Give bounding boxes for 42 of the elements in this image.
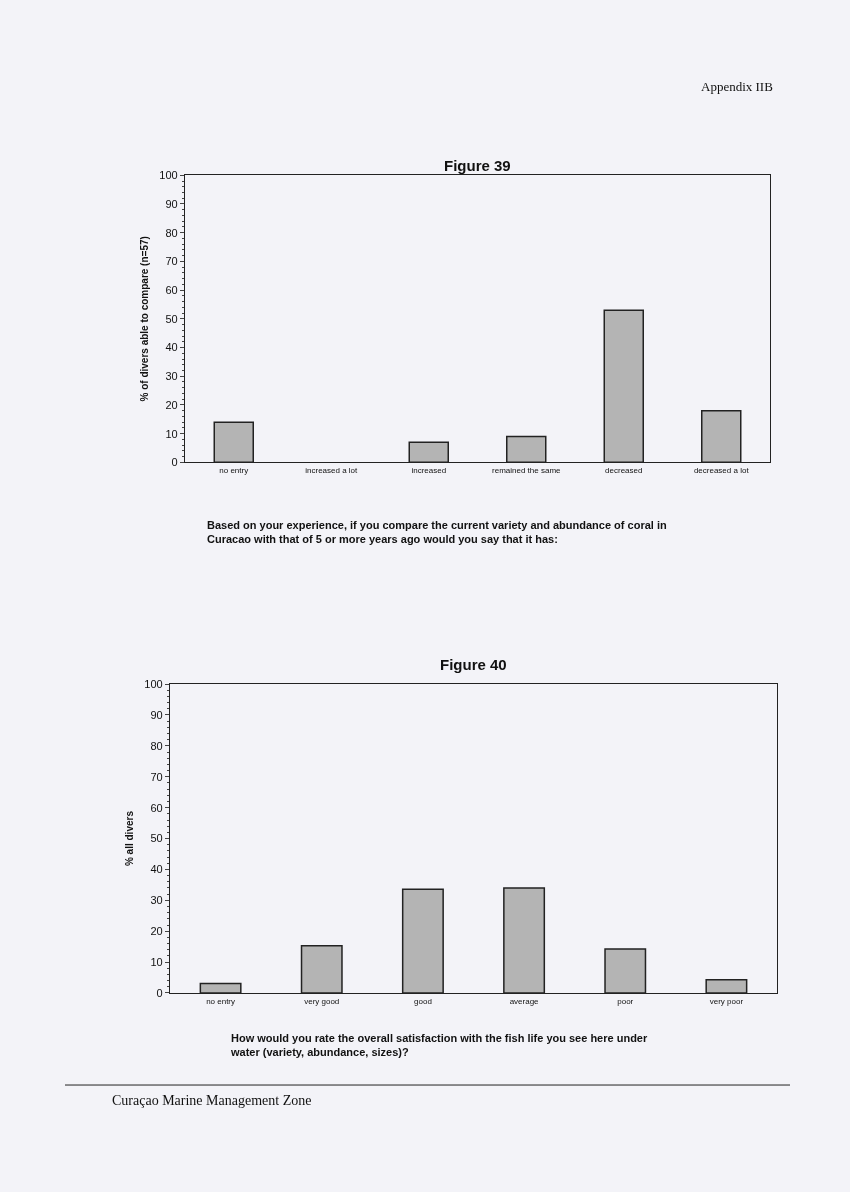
x-tick-label: increased a lot	[305, 466, 359, 476]
text: How would you rate the overall satisfaction with the fish life you see here under water (variety, abundance, sizes)?	[230, 1032, 648, 1059]
y-tick-label: 10	[165, 427, 178, 440]
x-tick-label: decreased a lot	[693, 466, 750, 476]
x-tick-label: no entry	[219, 466, 249, 476]
y-tick-label: 30	[165, 370, 178, 383]
y-tick-label: 70	[165, 255, 178, 268]
x-tick-label: increased	[411, 466, 447, 476]
chart-title: Figure 39	[444, 157, 511, 174]
y-tick-label: 60	[150, 801, 163, 814]
x-tick-label: good	[414, 996, 432, 1006]
y-axis-title: % of divers able to compare (n=57)	[139, 236, 151, 402]
y-tick-label: 40	[165, 341, 178, 354]
x-tick-label: decreased	[605, 466, 643, 476]
y-tick-label: 70	[150, 770, 163, 783]
y-tick-label: 80	[165, 226, 178, 239]
y-tick-label: 20	[165, 398, 178, 411]
y-tick-label: 0	[156, 986, 163, 999]
y-tick-label: 0	[171, 456, 178, 469]
x-tick-label: very good	[304, 996, 340, 1006]
y-tick-label: 40	[150, 863, 163, 876]
x-tick-label: no entry	[206, 996, 236, 1006]
x-tick-label: poor	[617, 996, 634, 1006]
text: Curaçao Marine Management Zone	[112, 1093, 312, 1108]
y-tick-label: 80	[150, 739, 163, 752]
y-tick-label: 60	[165, 283, 178, 296]
text: Based on your experience, if you compare the current variety and abundance of coral in Curacao with that of 5 or more years ago would you say that it has:	[207, 519, 667, 546]
y-axis-title: % all divers	[124, 810, 136, 867]
x-tick-label: very poor	[709, 996, 744, 1006]
y-tick-label: 50	[165, 312, 178, 325]
y-tick-label: 100	[144, 677, 163, 690]
y-tick-label: 30	[150, 894, 163, 907]
y-tick-label: 90	[150, 708, 163, 721]
y-tick-label: 50	[150, 832, 163, 845]
y-tick-label: 90	[165, 197, 178, 210]
chart-title: Figure 40	[440, 656, 507, 673]
y-tick-label: 20	[150, 925, 163, 938]
y-tick-label: 10	[150, 955, 163, 968]
text: Appendix IIB	[701, 79, 774, 94]
x-tick-label: average	[509, 996, 540, 1006]
y-tick-label: 100	[159, 169, 178, 182]
x-tick-label: remained the same	[492, 466, 562, 476]
